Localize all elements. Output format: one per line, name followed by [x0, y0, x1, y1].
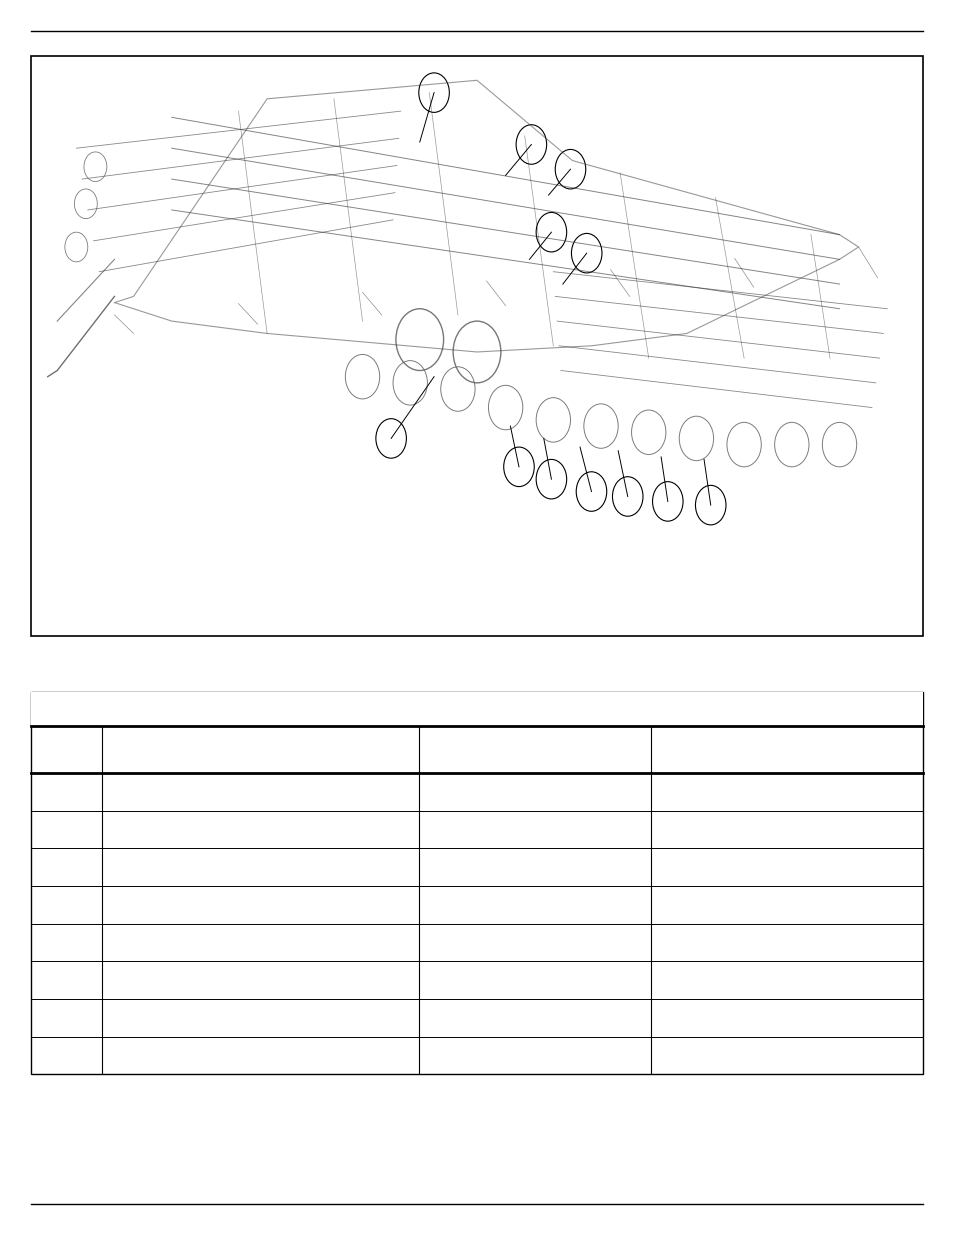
Bar [30, 692, 923, 1074]
Bar [30, 692, 923, 726]
Bar [30, 56, 923, 636]
